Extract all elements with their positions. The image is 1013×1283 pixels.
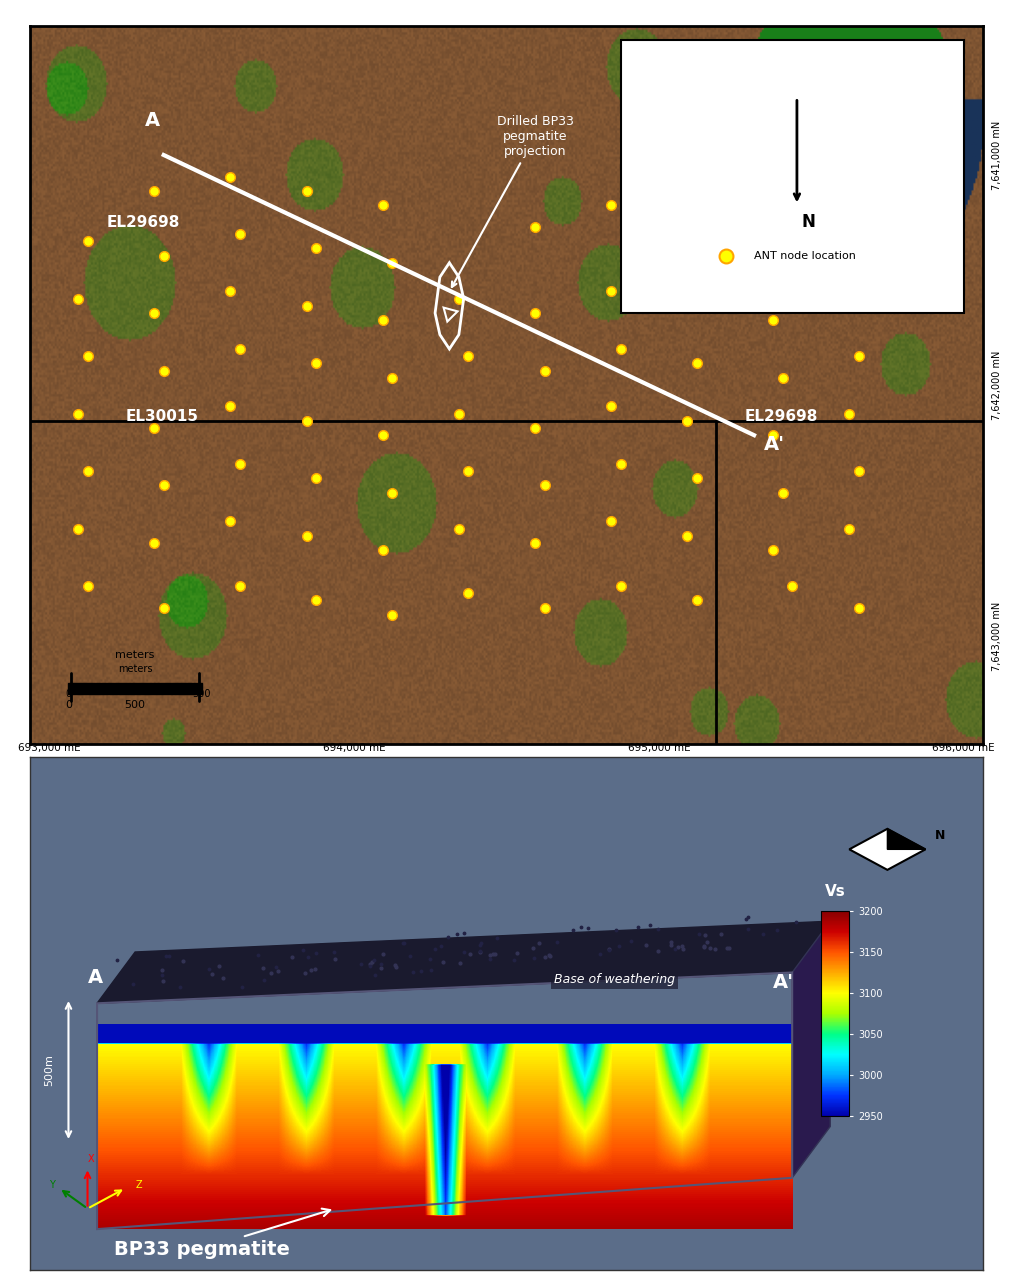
Text: 695,000 mE: 695,000 mE xyxy=(627,743,690,753)
Polygon shape xyxy=(792,921,831,1178)
Polygon shape xyxy=(97,921,831,1003)
Text: X: X xyxy=(87,1155,94,1165)
Text: EL29698: EL29698 xyxy=(106,214,180,230)
Text: 7,642,000 mN: 7,642,000 mN xyxy=(992,350,1002,420)
Text: 0: 0 xyxy=(66,689,72,699)
Text: N: N xyxy=(935,829,945,842)
Text: 693,000 mE: 693,000 mE xyxy=(18,743,81,753)
Text: 7,641,000 mN: 7,641,000 mN xyxy=(992,121,1002,190)
Bar xyxy=(621,40,963,313)
Text: 696,000 mE: 696,000 mE xyxy=(932,743,995,753)
Text: BP33 pegmatite: BP33 pegmatite xyxy=(113,1209,330,1259)
Text: ANT node location: ANT node location xyxy=(754,250,856,260)
Text: 7,643,000 mN: 7,643,000 mN xyxy=(992,602,1002,671)
Text: 694,000 mE: 694,000 mE xyxy=(323,743,386,753)
Text: 500: 500 xyxy=(192,689,211,699)
Text: 500m: 500m xyxy=(45,1055,55,1085)
Polygon shape xyxy=(887,829,926,849)
Text: A: A xyxy=(145,112,160,131)
Text: Base of weathering: Base of weathering xyxy=(554,973,675,985)
Text: 500: 500 xyxy=(125,701,146,711)
Text: 0: 0 xyxy=(65,701,72,711)
Bar xyxy=(69,683,202,694)
Text: Y: Y xyxy=(50,1180,56,1191)
Text: A': A' xyxy=(764,435,785,454)
Text: EL29698: EL29698 xyxy=(745,409,817,423)
Polygon shape xyxy=(849,829,926,870)
Text: N: N xyxy=(801,213,815,231)
Text: meters: meters xyxy=(115,650,155,659)
Text: Vs: Vs xyxy=(825,884,846,898)
Text: A: A xyxy=(87,967,102,987)
Text: Z: Z xyxy=(135,1180,142,1191)
Text: EL30015: EL30015 xyxy=(126,409,199,423)
Text: A': A' xyxy=(773,973,794,992)
Text: meters: meters xyxy=(118,665,152,675)
Text: Drilled BP33
pegmatite
projection: Drilled BP33 pegmatite projection xyxy=(452,115,573,287)
